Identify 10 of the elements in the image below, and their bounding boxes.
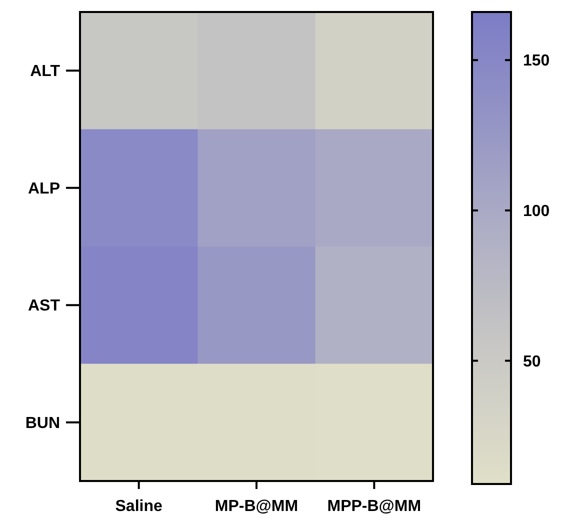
x-tick-label: MPP-B@MM — [327, 498, 422, 515]
y-tick-label: ALP — [28, 180, 60, 198]
y-tick-label: ALT — [30, 63, 60, 80]
color-bar-label: 100 — [523, 203, 550, 220]
color-bar-label: 50 — [523, 353, 541, 370]
y-tick-label: AST — [28, 298, 60, 315]
x-tick-label: Saline — [115, 498, 162, 515]
color-bar-label: 150 — [523, 52, 550, 70]
x-tick-label: MP-B@MM — [214, 498, 298, 515]
y-tick-label: BUN — [25, 414, 60, 432]
